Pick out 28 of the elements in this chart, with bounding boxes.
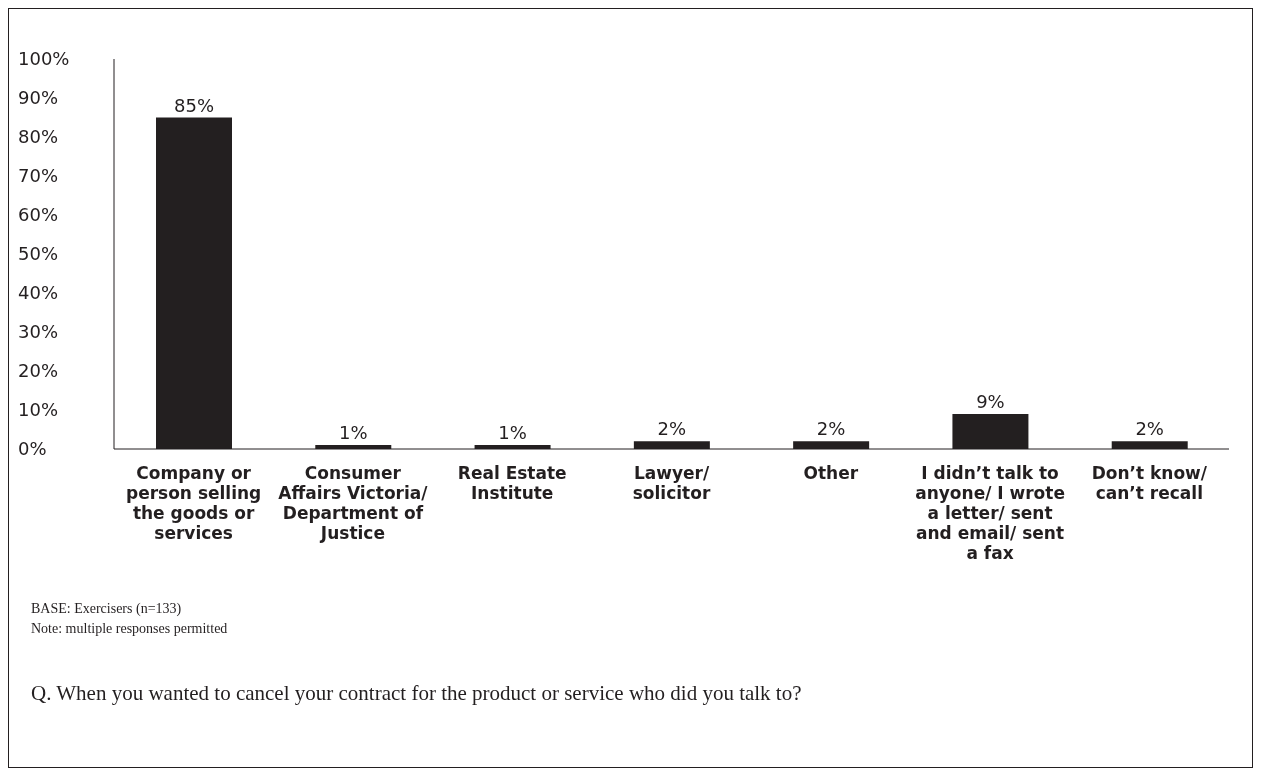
- data-label: 1%: [339, 422, 368, 444]
- x-tick-label: Consumer Affairs Victoria/ Department of Justice: [278, 463, 429, 543]
- y-tick-label: 60%: [18, 204, 59, 226]
- x-tick-label: Lawyer/ solicitor: [632, 463, 711, 503]
- text: BASE: Exercisers (n=133): [31, 600, 183, 618]
- x-tick-label: Don’t know/ can’t recall: [1091, 463, 1208, 503]
- y-tick-label: 100%: [18, 48, 70, 70]
- y-tick-label: 90%: [18, 87, 59, 109]
- text: Note: multiple responses permitted: [31, 620, 228, 638]
- y-tick-label: 50%: [18, 243, 59, 265]
- y-tick-label: 10%: [18, 399, 59, 421]
- x-tick-label: Other: [803, 463, 859, 483]
- y-tick-label: 30%: [18, 321, 59, 343]
- data-label: 1%: [498, 422, 527, 444]
- data-label: 9%: [976, 390, 1005, 412]
- data-label: 85%: [173, 94, 215, 116]
- data-label: 2%: [1135, 418, 1164, 440]
- data-label: 2%: [657, 418, 687, 440]
- text: Q. When you wanted to cancel your contract for the product or service who did you talk to?: [31, 681, 802, 706]
- y-tick-label: 40%: [18, 282, 59, 304]
- y-tick-label: 80%: [18, 126, 59, 148]
- y-tick-label: 70%: [18, 165, 59, 187]
- y-tick-label: 0%: [18, 438, 47, 460]
- x-tick-label: Company or person selling the goods or services: [125, 463, 262, 543]
- x-tick-label: Real Estate Institute: [457, 463, 567, 503]
- x-tick-label: I didn’t talk to anyone/ I wrote a letter/ sent and email/ sent a fax: [915, 463, 1065, 563]
- y-tick-label: 20%: [18, 360, 59, 382]
- data-label: 2%: [816, 418, 846, 440]
